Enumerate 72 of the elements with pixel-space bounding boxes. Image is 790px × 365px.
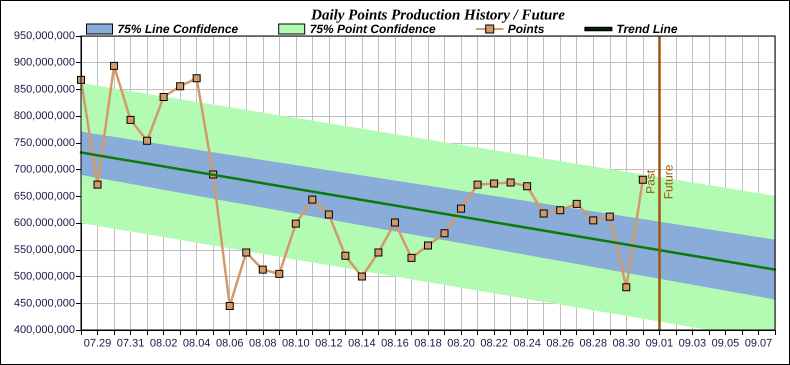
x-tick-label: 08.24	[513, 338, 541, 350]
point	[226, 302, 234, 310]
point	[126, 116, 135, 124]
y-tick-label: 800,000,000	[14, 110, 75, 122]
x-tick-label: 08.12	[315, 338, 343, 350]
point	[606, 212, 614, 221]
x-tick-label: 09.03	[678, 338, 706, 350]
point	[506, 178, 515, 186]
legend-label: 75% Line Confidence	[118, 22, 239, 36]
x-tick-label: 08.04	[182, 338, 210, 350]
x-tick-label: 09.07	[744, 338, 772, 350]
x-tick-label: 08.26	[546, 338, 574, 350]
point	[358, 272, 366, 281]
point	[110, 62, 118, 70]
y-tick-label: 500,000,000	[14, 270, 75, 283]
point	[440, 229, 449, 238]
x-tick-label: 08.30	[612, 338, 640, 350]
y-tick-label: 900,000,000	[14, 56, 75, 69]
x-tick-label: 08.18	[414, 338, 442, 350]
x-tick-label: 08.28	[579, 338, 608, 350]
point	[94, 180, 102, 189]
point	[160, 92, 168, 101]
x-tick-label: 08.08	[248, 338, 277, 350]
x-tick-label: 09.05	[712, 338, 740, 350]
x-tick-label: 07.31	[116, 338, 144, 350]
point	[474, 180, 482, 189]
point	[324, 210, 333, 219]
point	[490, 180, 498, 188]
ref-line-label: Past	[643, 169, 658, 194]
point	[457, 204, 466, 213]
y-tick-label: 400,000,000	[14, 324, 75, 336]
point	[523, 182, 532, 190]
x-tick-label: 08.16	[381, 338, 409, 350]
point	[407, 254, 416, 262]
y-tick-label: 950,000,000	[14, 30, 75, 42]
point	[374, 248, 382, 256]
legend-label: Trend Line	[616, 22, 678, 36]
point	[390, 218, 399, 227]
point	[192, 74, 201, 82]
point	[556, 206, 564, 214]
point	[589, 216, 598, 224]
point	[292, 220, 300, 228]
point	[308, 196, 316, 204]
point	[540, 209, 548, 218]
y-tick-label: 600,000,000	[14, 217, 75, 230]
y-tick-label: 700,000,000	[14, 164, 75, 176]
point	[176, 82, 184, 90]
point	[242, 248, 250, 256]
point	[622, 283, 630, 292]
x-tick-label: 08.20	[447, 338, 475, 350]
x-tick-label: 07.29	[84, 338, 112, 350]
point	[275, 270, 284, 278]
y-tick-label: 850,000,000	[14, 83, 75, 96]
x-tick-label: 08.06	[216, 338, 244, 350]
x-tick-label: 08.02	[150, 338, 178, 350]
point	[258, 266, 267, 274]
y-tick-label: 450,000,000	[14, 297, 75, 310]
point	[143, 136, 152, 145]
point	[424, 242, 432, 250]
chart-title: Daily Points Production History / Future	[310, 8, 566, 24]
x-tick-label: 09.01	[646, 338, 674, 350]
legend-label: Points	[508, 22, 545, 36]
x-tick-label: 08.22	[480, 338, 508, 350]
annotation: Future	[661, 164, 676, 200]
y-tick-label: 750,000,000	[14, 136, 75, 149]
legend-label: 75% Point Confidence	[310, 22, 436, 36]
point	[572, 200, 581, 208]
x-tick-label: 08.14	[348, 338, 376, 350]
point	[341, 252, 350, 260]
y-tick-label: 650,000,000	[14, 190, 75, 202]
x-tick-label: 08.10	[282, 338, 310, 350]
y-tick-label: 550,000,000	[14, 244, 75, 256]
